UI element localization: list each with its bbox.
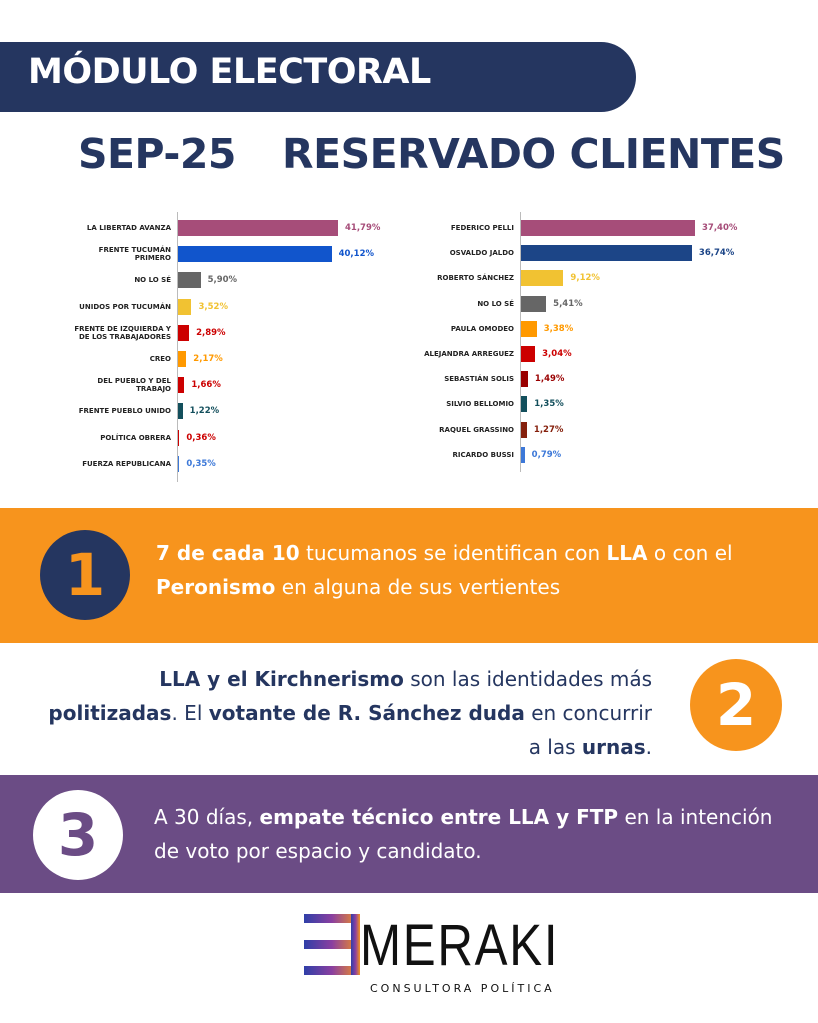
bar	[178, 429, 180, 446]
point-text-segment: en alguna de sus vertientes	[275, 575, 561, 599]
bar	[521, 421, 527, 438]
bar	[521, 396, 528, 413]
bar	[521, 346, 536, 362]
category-label: RAQUEL GRASSINO	[439, 425, 514, 434]
point-text-segment: politizadas	[48, 701, 172, 725]
value-label: 0,35%	[186, 458, 216, 469]
bar	[178, 272, 201, 289]
bar	[178, 377, 185, 394]
point-text-segment: en la intención de voto por espacio y ca…	[154, 805, 773, 863]
value-label: 2,89%	[196, 327, 226, 338]
point-text-segment: empate técnico entre LLA y FTP	[259, 805, 619, 829]
value-label: 5,90%	[207, 275, 238, 286]
value-label: 3,52%	[198, 301, 228, 312]
value-label: 1,35%	[534, 399, 564, 410]
bar	[521, 270, 564, 287]
bar	[178, 246, 332, 263]
value-label: 1,49%	[534, 374, 565, 385]
point-text: A 30 días, empate técnico entre LLA y FT…	[154, 800, 784, 868]
point-text-segment: tucumanos se identifican con	[299, 541, 607, 565]
category-label: FUERZA REPUBLICANA	[82, 459, 171, 468]
point-text-segment: urnas	[581, 735, 646, 759]
category-label: SILVIO BELLOMIO	[446, 400, 514, 409]
category-label: RICARDO BUSSI	[452, 450, 514, 459]
category-label: POLÍTICA OBRERA	[100, 433, 171, 442]
axis-line	[520, 212, 521, 472]
category-label: FRENTE TUCUMÁN PRIMERO	[98, 246, 171, 263]
point-text-segment: Peronismo	[156, 575, 276, 599]
header-title: MÓDULO ELECTORAL	[28, 52, 431, 92]
value-label: 5,41%	[553, 298, 583, 309]
bar	[178, 324, 190, 341]
category-label: SEBASTIÁN SOLIS	[444, 375, 514, 384]
value-label: 0,36%	[186, 432, 216, 443]
logo-name: MERAKI	[360, 913, 560, 978]
point-band	[0, 775, 818, 893]
logo-tagline: CONSULTORA POLÍTICA	[370, 982, 555, 995]
bar	[178, 298, 192, 315]
point-text-segment: .	[645, 735, 652, 759]
category-label: CREO	[149, 355, 171, 363]
value-label: 3,38%	[543, 323, 574, 334]
category-label: NO LO SÉ	[477, 299, 514, 308]
point-text-segment: son las identidades más	[403, 667, 652, 691]
category-label: FRENTE DE IZQUIERDA Y DE LOS TRABAJADORE…	[74, 324, 171, 341]
value-label: 41,79%	[345, 223, 381, 233]
value-label: 37,40%	[702, 223, 738, 233]
point-number: 3	[33, 790, 123, 880]
bar	[521, 446, 525, 463]
bar	[178, 455, 180, 472]
point-text-segment: A 30 días,	[154, 805, 260, 829]
value-label: 1,27%	[533, 424, 564, 435]
value-label: 3,04%	[542, 349, 572, 359]
bar	[521, 320, 537, 337]
value-label: 1,66%	[191, 380, 221, 391]
value-label: 9,12%	[570, 273, 600, 284]
bar	[178, 351, 187, 367]
category-label: ALEJANDRA ARREGUEZ	[424, 350, 514, 358]
point-text-segment: LLA	[606, 541, 648, 565]
point-text: LLA y el Kirchnerismo son las identidade…	[40, 662, 652, 764]
point-text-segment: en concurrir a las	[524, 701, 652, 759]
point-text-segment: LLA y el Kirchnerismo	[159, 667, 404, 691]
bar	[521, 371, 528, 388]
point-band	[0, 508, 818, 643]
point-text-segment: . El	[171, 701, 209, 725]
bar	[178, 220, 338, 236]
point-text-segment: 7 de cada 10	[156, 541, 300, 565]
logo-icon	[304, 914, 360, 975]
category-label: PAULA OMODEO	[450, 324, 514, 333]
point-text-segment: votante de R. Sánchez duda	[208, 701, 525, 725]
bar	[178, 403, 183, 420]
bar	[521, 220, 695, 236]
category-label: FRENTE PUEBLO UNIDO	[78, 407, 171, 416]
point-text-segment: o con el	[647, 541, 733, 565]
category-label: OSVALDO JALDO	[449, 249, 514, 258]
value-label: 36,74%	[698, 248, 735, 259]
subtitle: RESERVADO CLIENTES	[282, 130, 785, 178]
category-label: LA LIBERTAD AVANZA	[86, 224, 171, 232]
value-label: 0,79%	[531, 449, 562, 460]
axis-line	[177, 212, 178, 482]
value-label: 40,12%	[338, 249, 374, 260]
point-number: 1	[40, 530, 130, 620]
period: SEP-25	[78, 130, 236, 178]
category-label: ROBERTO SÁNCHEZ	[437, 274, 514, 283]
category-label: UNIDOS POR TUCUMÁN	[79, 302, 171, 311]
category-label: NO LO SÉ	[134, 276, 171, 285]
bar	[521, 245, 692, 262]
category-label: FEDERICO PELLI	[450, 224, 514, 232]
value-label: 1,22%	[189, 406, 220, 417]
category-label: DEL PUEBLO Y DEL TRABAJO	[97, 377, 171, 394]
bar	[521, 295, 547, 312]
value-label: 2,17%	[193, 354, 223, 364]
point-text: 7 de cada 10 tucumanos se identifican co…	[156, 536, 776, 604]
point-number: 2	[690, 659, 782, 751]
header-band	[0, 42, 636, 112]
